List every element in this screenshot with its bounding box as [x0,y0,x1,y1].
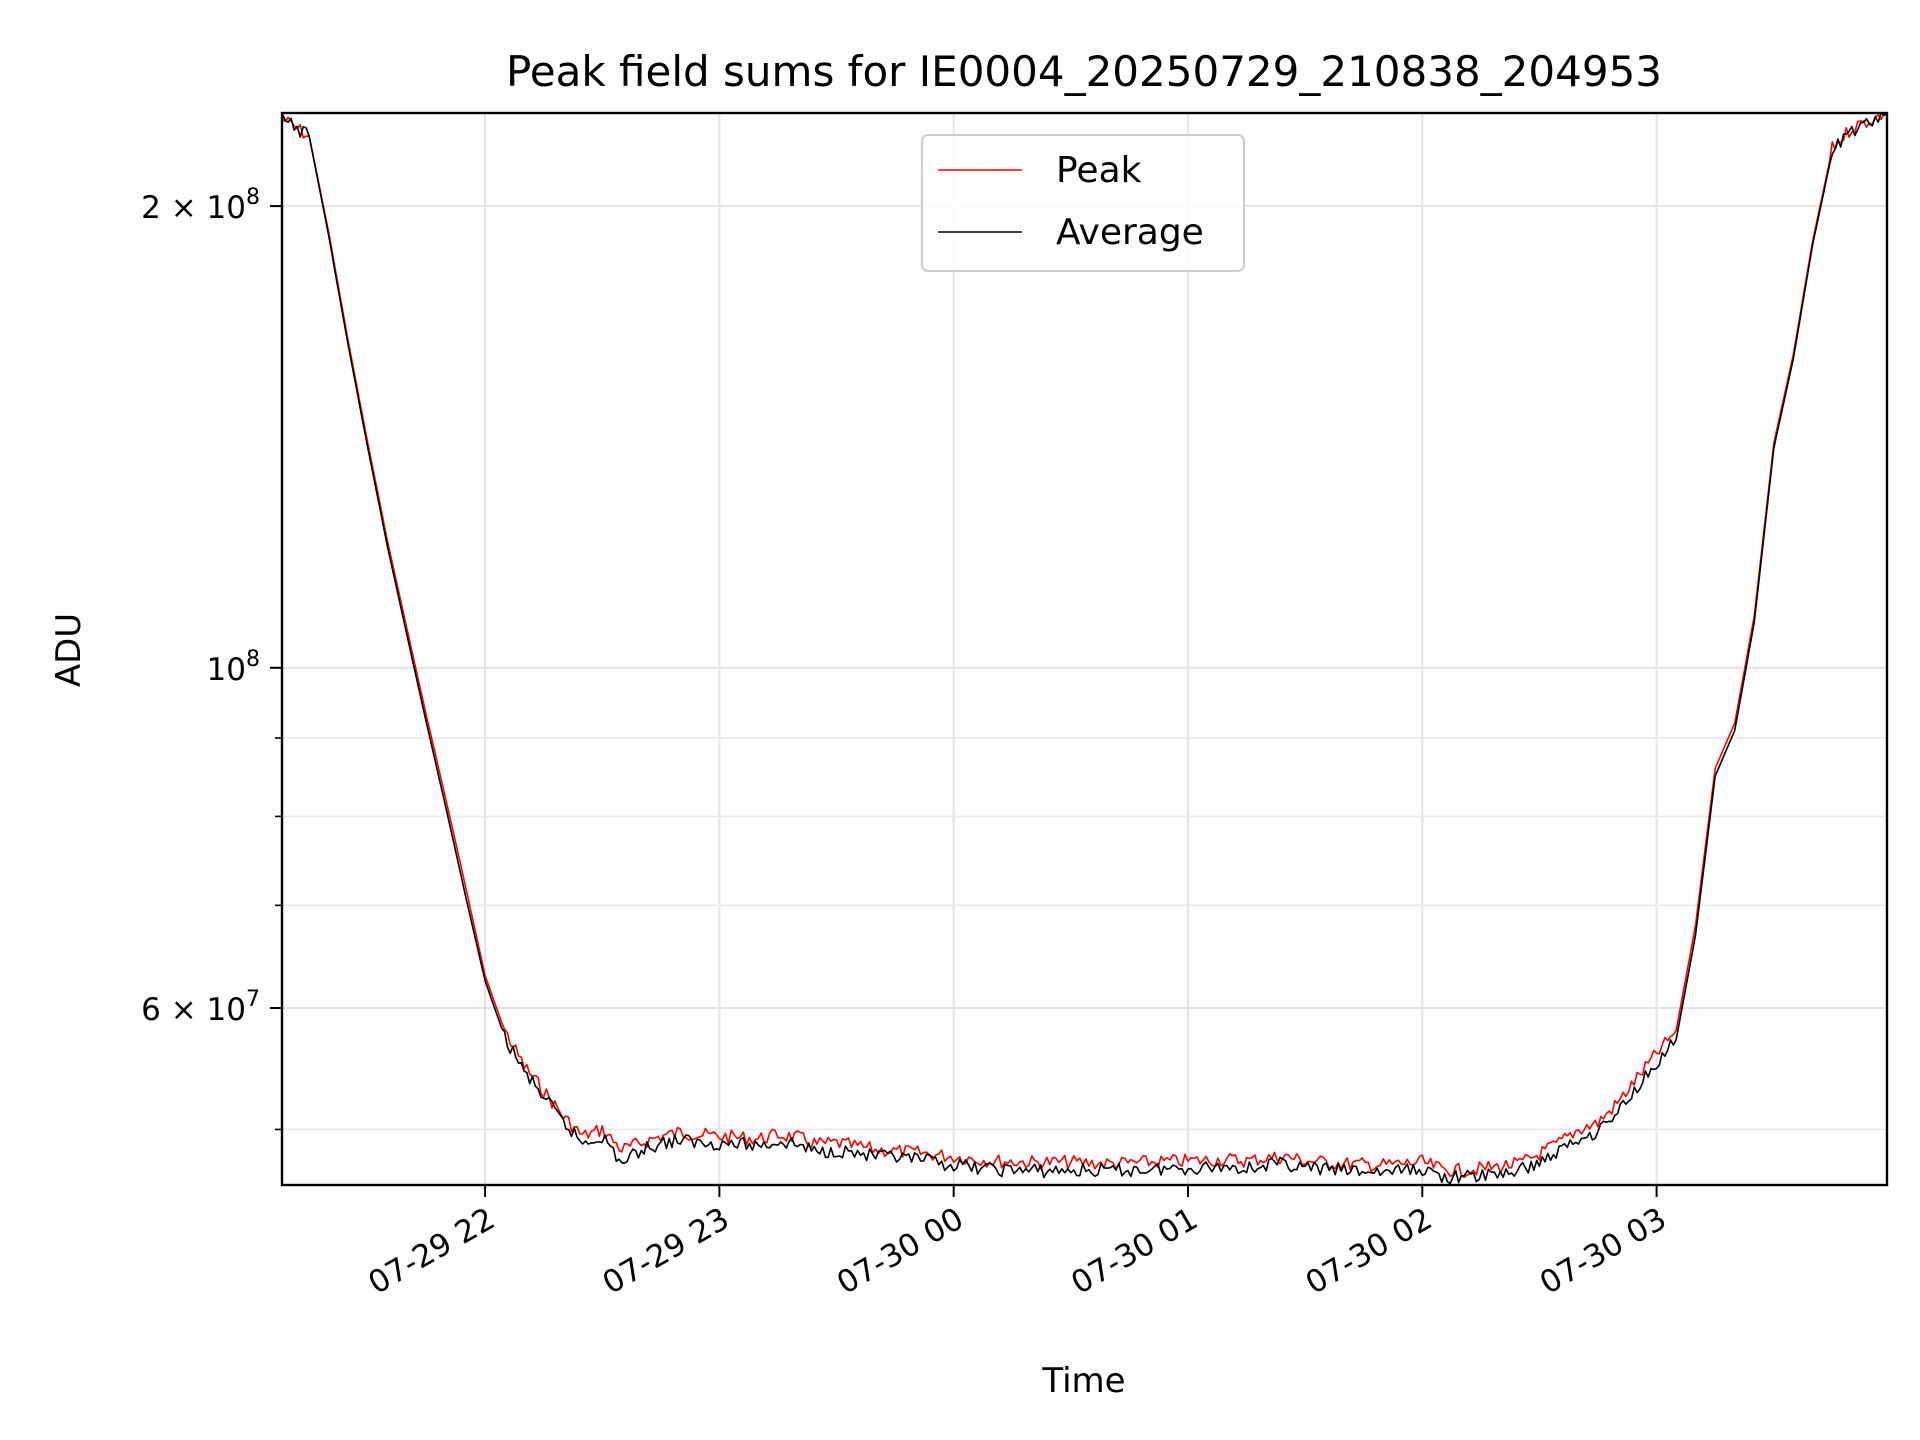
series-lines [281,112,1888,1185]
y-tick-label: 6 × 107 [141,987,260,1028]
legend-box [921,134,1245,272]
y-tick-base: 10 [207,190,246,226]
y-tick-label: 108 [207,647,260,688]
series-line-average [281,112,1888,1185]
y-tick-exponent: 7 [246,987,260,1012]
chart-title: Peak field sums for IE0004_20250729_2108… [506,47,1662,96]
y-tick-mantissa: 2 × [141,190,206,226]
legend-average-label: Average [1056,212,1204,253]
legend: Peak Average [921,134,1245,272]
y-tick-base: 10 [207,992,246,1028]
y-tick-base: 10 [207,652,246,688]
series-line-peak [281,112,1887,1179]
y-tick-exponent: 8 [246,185,260,210]
grid-lines [282,113,1887,1185]
y-tick-exponent: 8 [246,647,260,672]
y-tick-mantissa: 6 × [141,992,206,1028]
y-tick-label: 2 × 108 [141,185,260,226]
x-axis-label: Time [1041,1361,1125,1401]
legend-peak-label: Peak [1056,150,1142,191]
plot-frame [280,111,1889,1187]
y-axis-label: ADU [49,613,89,687]
